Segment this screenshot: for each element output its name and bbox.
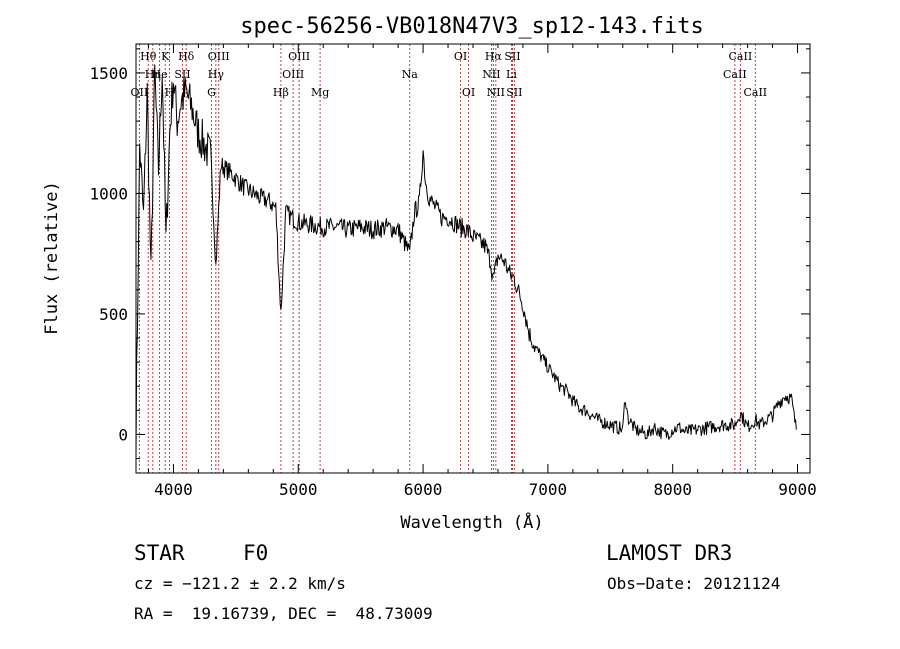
- object-subclass: F0: [243, 541, 269, 565]
- redshift-cz: cz = −121.2 ± 2.2 km/s: [134, 574, 346, 593]
- x-axis-label: Wavelength (Å): [400, 511, 543, 533]
- chart-title: spec-56256-VB018N47V3_sp12-143.fits: [240, 14, 704, 39]
- y-tick-label: 0: [118, 425, 128, 444]
- spectral-line-label: K: [161, 50, 170, 63]
- x-tick-label: 6000: [404, 480, 443, 499]
- plot-frame: [135, 43, 811, 474]
- spectral-line-label: He: [152, 68, 168, 81]
- spectral-line-label: Mg: [311, 86, 329, 99]
- spectral-line-label: OI: [454, 50, 467, 63]
- spectral-line-label: Na: [402, 68, 419, 81]
- spectral-line-label: CaII: [723, 68, 747, 81]
- object-class: STAR: [134, 541, 185, 565]
- y-tick-label: 1500: [89, 64, 128, 83]
- spectral-line-label: Hα: [485, 50, 503, 63]
- spectral-line-label: OIII: [208, 50, 230, 63]
- survey-name: LAMOST DR3: [606, 541, 733, 565]
- spectral-line-label: NII: [482, 68, 500, 81]
- x-tick-label: 4000: [154, 480, 193, 499]
- x-tick-label: 7000: [529, 480, 568, 499]
- spectral-line-label: Hη: [145, 68, 161, 81]
- spectral-line-label: H: [165, 86, 175, 99]
- spectral-line-label: OI: [462, 86, 475, 99]
- spectral-line-label: CaII: [729, 50, 753, 63]
- x-tick-label: 5000: [279, 480, 318, 499]
- spectral-line-label: Hβ: [273, 86, 289, 99]
- ra-dec: RA = 19.16739, DEC = 48.73009: [134, 604, 433, 623]
- obs-date: Obs−Date: 20121124: [607, 574, 781, 593]
- spectral-line-label: G: [207, 86, 216, 99]
- spectrum-line: [135, 64, 797, 457]
- x-tick-label: 8000: [653, 480, 692, 499]
- spectral-line-label: OIII: [282, 68, 304, 81]
- spectral-line-label: Li: [506, 68, 517, 81]
- spectral-line-label: Hδ: [178, 50, 195, 63]
- spectral-line-label: Hθ: [140, 50, 157, 63]
- spectral-line-label: SII: [504, 50, 520, 63]
- spectral-line-label: Hγ: [208, 68, 225, 81]
- spectral-line-label: OII: [131, 86, 149, 99]
- y-tick-label: 500: [99, 305, 128, 324]
- y-axis-label: Flux (relative): [42, 181, 62, 335]
- spectral-line-label: SII: [506, 86, 522, 99]
- spectral-line-label: SII: [174, 68, 190, 81]
- spectral-line-label: CaII: [743, 86, 767, 99]
- x-tick-label: 9000: [778, 480, 817, 499]
- spectral-line-label: NII: [487, 86, 505, 99]
- spectral-line-label: OIII: [288, 50, 310, 63]
- y-tick-label: 1000: [89, 184, 128, 203]
- spectrum-chart: spec-56256-VB018N47V3_sp12-143.fits Wave…: [42, 14, 817, 533]
